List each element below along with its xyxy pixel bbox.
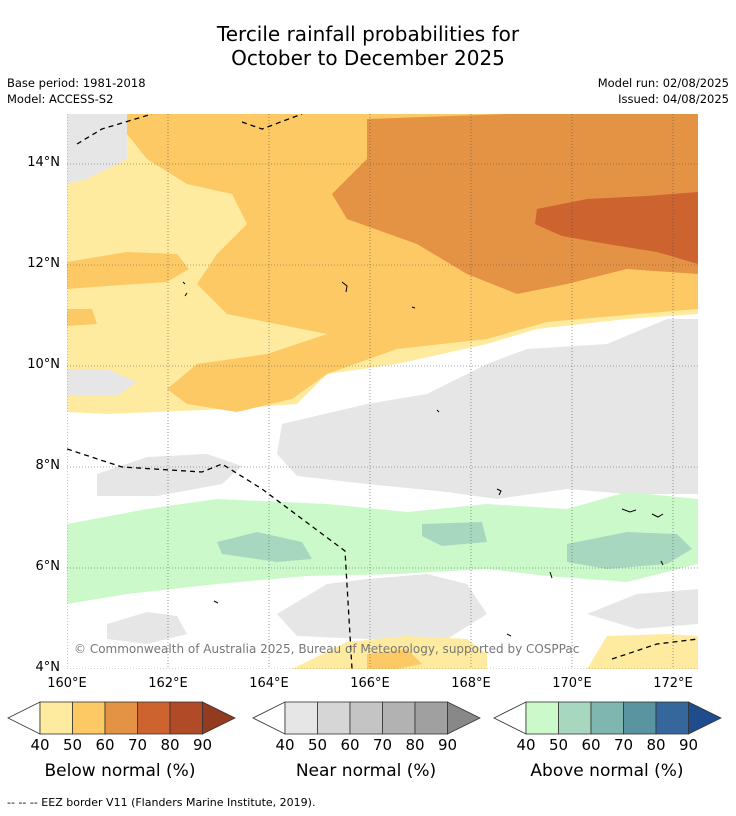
above-40-50-region [67, 492, 698, 604]
lat-label-14n: 14°N [27, 155, 60, 170]
meta-left: Base period: 1981-2018 Model: ACCESS-S2 [7, 75, 146, 107]
map-title: Tercile rainfall probabilities for Octob… [0, 22, 736, 70]
near-swatch-1 [317, 701, 351, 735]
below-swatch-1 [72, 701, 106, 735]
above-swatch-4 [655, 701, 689, 735]
lon-label-164e: 164°E [249, 676, 289, 691]
below-tick-90: 90 [192, 736, 213, 754]
near-40-50-west-edge [67, 369, 137, 396]
graticule [67, 114, 698, 669]
colorbar-above [493, 701, 722, 735]
above-under-triangle [493, 701, 527, 735]
lon-label-170e: 170°E [552, 676, 592, 691]
above-50-60-region [217, 532, 312, 562]
lat-label-12n: 12°N [27, 256, 60, 271]
title-line-1: Tercile rainfall probabilities for [216, 22, 520, 46]
near-normal-title: Near normal (%) [295, 761, 437, 781]
below-tick-50: 50 [62, 736, 83, 754]
near-tick-90: 90 [437, 736, 458, 754]
colorbar-below [7, 701, 236, 735]
below-under-triangle [7, 701, 41, 735]
lon-label-162e: 162°E [148, 676, 188, 691]
colorbar-strip [7, 701, 722, 735]
below-swatch-0 [39, 701, 73, 735]
below-60-70-region [332, 114, 698, 294]
above-normal-title: Above normal (%) [530, 761, 684, 781]
model-run: Model run: 02/08/2025 [597, 76, 729, 90]
island-markers [182, 281, 664, 637]
lat-label-8n: 8°N [35, 458, 61, 473]
lat-label-6n: 6°N [35, 559, 61, 574]
below-50-60-west-blob [67, 309, 97, 326]
eez-border [67, 114, 698, 669]
above-over-triangle [688, 701, 722, 735]
below-70-80-region [535, 192, 698, 264]
below-tick-60: 60 [95, 736, 115, 754]
lat-label-4n: 4°N [35, 660, 61, 675]
near-swatch-4 [414, 701, 448, 735]
below-50-60-small [167, 150, 202, 166]
below-tick-70: 70 [127, 736, 148, 754]
near-40-50-southwest [107, 612, 187, 644]
above-swatch-1 [558, 701, 592, 735]
near-40-50-southeast [587, 589, 698, 629]
issued-date: Issued: 04/08/2025 [618, 92, 729, 106]
above-tick-80: 80 [646, 736, 666, 754]
near-swatch-0 [284, 701, 318, 735]
near-tick-80: 80 [405, 736, 425, 754]
copyright-notice: © Commonwealth of Australia 2025, Bureau… [74, 642, 580, 656]
colorbar-near [252, 701, 481, 735]
below-50-60-south-blob [367, 649, 422, 669]
model-name: Model: ACCESS-S2 [7, 92, 114, 106]
below-normal-title: Below normal (%) [44, 761, 196, 781]
near-40-50-northwest [67, 114, 127, 184]
below-tick-40: 40 [30, 736, 50, 754]
below-swatch-4 [169, 701, 203, 735]
near-tick-40: 40 [275, 736, 295, 754]
probability-map [67, 114, 698, 669]
near-tick-50: 50 [307, 736, 328, 754]
meta-right: Model run: 02/08/2025 Issued: 04/08/2025 [598, 75, 729, 107]
above-swatch-0 [525, 701, 559, 735]
near-over-triangle [447, 701, 481, 735]
lon-label-168e: 168°E [451, 676, 491, 691]
near-swatch-2 [349, 701, 383, 735]
below-40-50-southeast-strip [587, 634, 698, 669]
near-swatch-3 [382, 701, 416, 735]
base-period: Base period: 1981-2018 [7, 76, 146, 90]
near-tick-70: 70 [372, 736, 393, 754]
above-50-60-east [567, 532, 692, 569]
below-over-triangle [202, 701, 236, 735]
above-tick-90: 90 [678, 736, 699, 754]
lat-label-10n: 10°N [27, 357, 60, 372]
above-tick-70: 70 [613, 736, 634, 754]
below-50-60-west-band [67, 252, 189, 289]
below-tick-80: 80 [160, 736, 180, 754]
near-tick-60: 60 [340, 736, 360, 754]
eez-footnote: -- -- -- EEZ border V11 (Flanders Marine… [7, 796, 316, 809]
above-swatch-2 [590, 701, 624, 735]
near-under-triangle [252, 701, 286, 735]
near-40-50-west [97, 454, 242, 496]
above-swatch-3 [623, 701, 657, 735]
above-tick-50: 50 [548, 736, 569, 754]
below-swatch-3 [137, 701, 171, 735]
lon-label-172e: 172°E [653, 676, 693, 691]
near-40-50-south [277, 574, 487, 639]
below-swatch-2 [104, 701, 138, 735]
title-line-2: October to December 2025 [231, 46, 505, 70]
above-tick-60: 60 [581, 736, 601, 754]
above-tick-40: 40 [516, 736, 536, 754]
lon-label-160e: 160°E [47, 676, 87, 691]
lon-label-166e: 166°E [350, 676, 390, 691]
near-40-50-region [277, 319, 698, 499]
